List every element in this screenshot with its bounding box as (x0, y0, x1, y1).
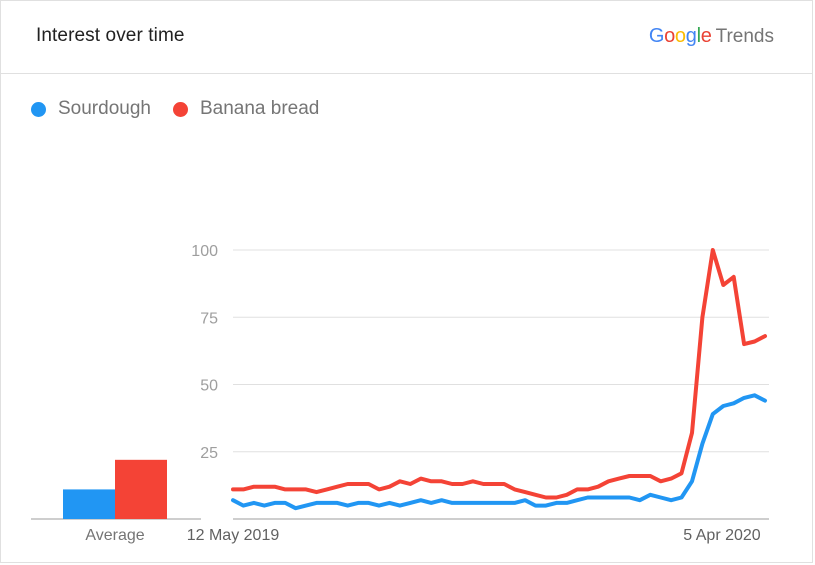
brand-letter: o (674, 25, 686, 47)
legend-label: Banana bread (199, 98, 320, 119)
card-header: Interest over time Google Trends (1, 1, 812, 74)
y-tick-label: 75 (200, 310, 218, 327)
y-tick-label: 50 (200, 378, 218, 395)
google-wordmark: Google (649, 25, 712, 47)
series-line-banana-bread (231, 248, 767, 500)
brand-letter: l (696, 25, 701, 47)
legend-label: Sourdough (58, 98, 151, 119)
y-tick-label: 100 (191, 243, 218, 260)
y-tick-label: 25 (200, 445, 218, 462)
x-tick-label: 5 Apr 2020 (683, 527, 761, 544)
google-trends-logo: Google Trends (649, 25, 774, 48)
legend-item-sourdough[interactable]: Sourdough (31, 98, 151, 120)
card-title: Interest over time (36, 25, 185, 46)
brand-letter: G (648, 25, 665, 47)
legend-dot-icon (172, 101, 188, 117)
average-bar-sourdough (63, 489, 115, 519)
chart-legend: Sourdough Banana bread (31, 98, 341, 120)
legend-item-banana-bread[interactable]: Banana bread (172, 98, 320, 120)
series-line-sourdough (231, 393, 767, 511)
average-bar-banana-bread (115, 459, 167, 519)
brand-letter: e (700, 25, 712, 47)
legend-dot-icon (31, 101, 46, 117)
average-label: Average (85, 527, 144, 544)
brand-letter: g (685, 25, 697, 47)
brand-letter: o (664, 25, 675, 47)
trends-wordmark: Trends (715, 26, 774, 47)
x-tick-label: 12 May 2019 (187, 527, 280, 544)
